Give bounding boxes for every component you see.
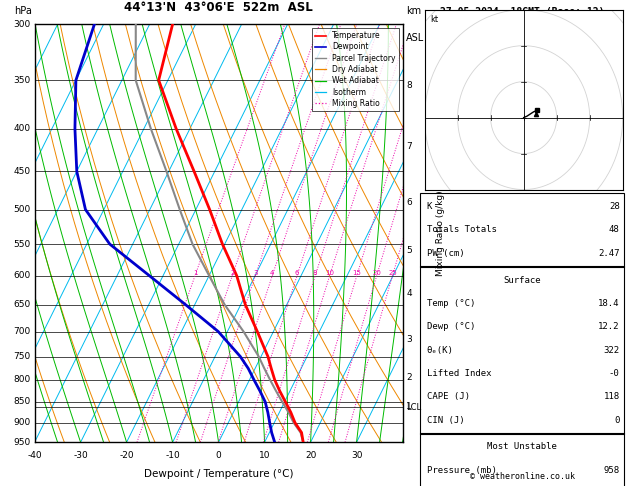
Text: 1: 1 [193,270,198,276]
Bar [420,433,624,486]
Text: 400: 400 [14,124,31,133]
Text: 850: 850 [14,398,31,406]
Text: Temp (°C): Temp (°C) [426,299,475,308]
Text: kt: kt [430,15,438,24]
Text: 30: 30 [351,451,362,460]
Text: 322: 322 [603,346,620,354]
Text: 800: 800 [14,376,31,384]
Text: 900: 900 [14,418,31,427]
Text: 20: 20 [372,270,381,276]
Bar [420,266,624,434]
Text: 0: 0 [615,416,620,424]
Text: 10: 10 [259,451,270,460]
Text: 950: 950 [14,438,31,447]
Text: km: km [406,6,421,16]
Text: 28: 28 [609,202,620,211]
Text: 15: 15 [352,270,361,276]
Text: 25: 25 [388,270,397,276]
Text: 6: 6 [406,198,412,207]
Text: 3: 3 [406,335,412,344]
Text: CAPE (J): CAPE (J) [426,392,470,401]
Text: Dewpoint / Temperature (°C): Dewpoint / Temperature (°C) [144,469,293,479]
Text: Totals Totals: Totals Totals [426,226,496,234]
Text: -10: -10 [165,451,180,460]
Text: 118: 118 [603,392,620,401]
Text: © weatheronline.co.uk: © weatheronline.co.uk [470,472,574,481]
Text: 2: 2 [230,270,235,276]
Text: Pressure (mb): Pressure (mb) [426,466,496,475]
Text: 2.47: 2.47 [598,249,620,258]
Text: 1: 1 [406,401,412,411]
Text: 700: 700 [14,327,31,336]
Text: 8: 8 [313,270,318,276]
Text: CIN (J): CIN (J) [426,416,464,424]
Text: 500: 500 [14,205,31,214]
Text: 600: 600 [14,271,31,280]
Text: PW (cm): PW (cm) [426,249,464,258]
Text: Dewp (°C): Dewp (°C) [426,322,475,331]
Text: 10: 10 [325,270,334,276]
Text: 4: 4 [406,289,412,298]
Text: 12.2: 12.2 [598,322,620,331]
Text: 450: 450 [14,167,31,176]
Text: Lifted Index: Lifted Index [426,369,491,378]
Text: θₑ(K): θₑ(K) [426,346,454,354]
Text: 750: 750 [14,352,31,361]
Legend: Temperature, Dewpoint, Parcel Trajectory, Dry Adiabat, Wet Adiabat, Isotherm, Mi: Temperature, Dewpoint, Parcel Trajectory… [311,28,399,111]
Text: Surface: Surface [503,276,541,284]
Text: -20: -20 [120,451,134,460]
Text: 2: 2 [406,373,412,382]
Text: Mixing Ratio (g/kg): Mixing Ratio (g/kg) [436,191,445,276]
Text: 3: 3 [253,270,258,276]
Text: 0: 0 [216,451,221,460]
Text: ASL: ASL [406,33,425,43]
Text: 44°13'N  43°06'E  522m  ASL: 44°13'N 43°06'E 522m ASL [124,1,313,14]
Text: 27.05.2024  18GMT (Base: 12): 27.05.2024 18GMT (Base: 12) [440,7,604,17]
Text: 6: 6 [295,270,299,276]
Text: 48: 48 [609,226,620,234]
Text: 550: 550 [14,240,31,248]
Text: hPa: hPa [14,6,32,16]
Text: -40: -40 [27,451,42,460]
Text: 650: 650 [14,300,31,309]
Text: -0: -0 [609,369,620,378]
Text: 20: 20 [305,451,316,460]
Text: 350: 350 [14,76,31,85]
Text: 7: 7 [406,142,412,151]
Text: LCL: LCL [406,402,421,412]
Text: 4: 4 [270,270,274,276]
Text: K: K [426,202,432,211]
Text: 8: 8 [406,81,412,90]
Text: Most Unstable: Most Unstable [487,442,557,451]
Text: 18.4: 18.4 [598,299,620,308]
Text: 5: 5 [406,246,412,255]
Text: 300: 300 [14,20,31,29]
Text: -30: -30 [73,451,88,460]
Text: 958: 958 [603,466,620,475]
Bar [420,192,624,267]
